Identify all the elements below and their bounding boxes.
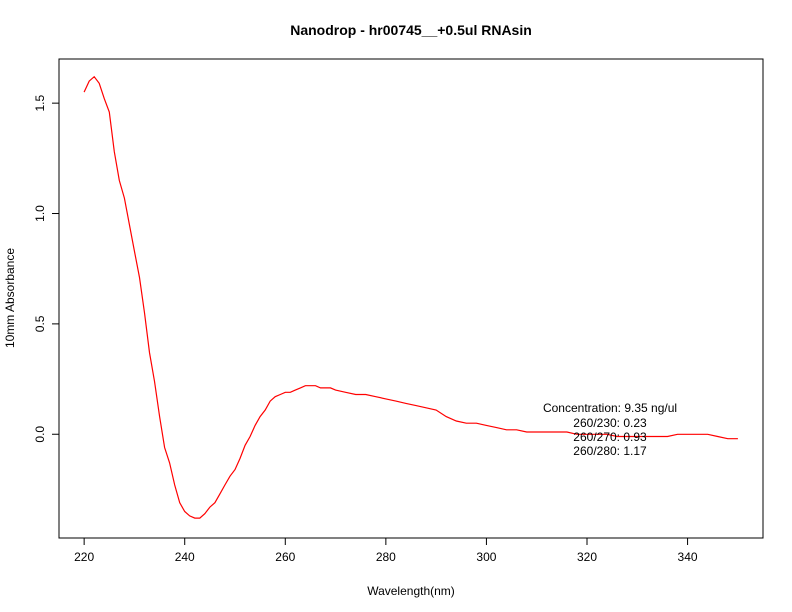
x-tick-label: 240 [175, 550, 195, 564]
x-tick-label: 300 [476, 550, 496, 564]
x-axis: 220 240 260 280 300 320 340 [74, 537, 698, 564]
plot-frame [58, 58, 764, 539]
y-tick-label: 0.0 [33, 426, 47, 443]
chart-title: Nanodrop - hr00745__+0.5ul RNAsin [290, 22, 532, 38]
x-axis-label: Wavelength(nm) [367, 584, 455, 598]
annotation-260-270: 260/270: 0.93 [573, 430, 647, 444]
x-tick-label: 340 [678, 550, 698, 564]
y-tick-label: 1.5 [33, 94, 47, 111]
y-tick-label: 0.5 [33, 315, 47, 332]
y-tick-label: 1.0 [33, 205, 47, 222]
x-tick-label: 260 [275, 550, 295, 564]
y-axis: 0.0 0.5 1.0 1.5 [33, 94, 60, 443]
absorbance-line [83, 75, 738, 519]
y-axis-label: 10mm Absorbance [3, 248, 17, 348]
annotation-260-230: 260/230: 0.23 [573, 416, 647, 430]
x-tick-label: 280 [376, 550, 396, 564]
x-tick-label: 220 [74, 550, 94, 564]
x-tick-label: 320 [577, 550, 597, 564]
annotation-concentration: Concentration: 9.35 ng/ul [543, 401, 677, 415]
annotation-260-280: 260/280: 1.17 [573, 444, 647, 458]
annotation-block: Concentration: 9.35 ng/ul 260/230: 0.23 … [543, 401, 677, 458]
